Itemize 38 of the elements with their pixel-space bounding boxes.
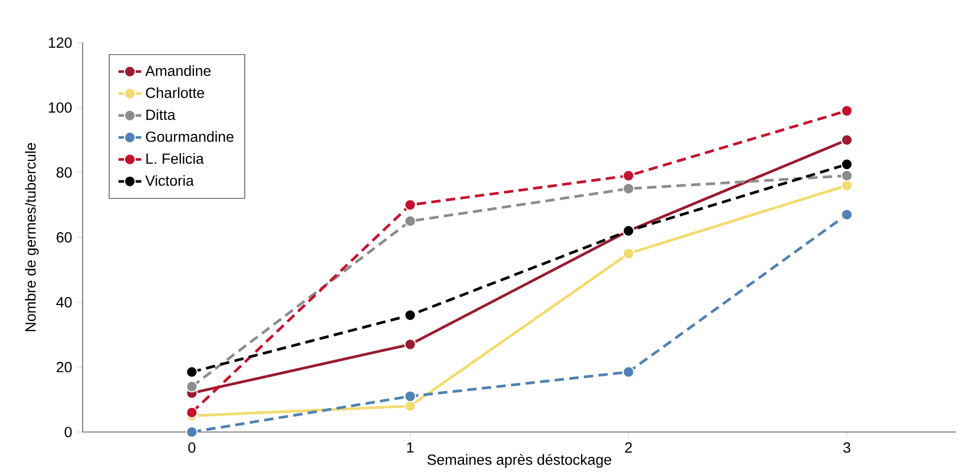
x-tick-label: 2 bbox=[625, 442, 632, 453]
point bbox=[622, 366, 634, 378]
point bbox=[186, 366, 198, 378]
y-tick-label: 20 bbox=[56, 362, 72, 372]
point bbox=[840, 134, 853, 146]
legend-label: Ditta bbox=[146, 109, 176, 120]
point bbox=[404, 400, 416, 412]
legend-label: Charlotte bbox=[146, 87, 204, 98]
legend-label: Victoria bbox=[145, 174, 194, 186]
point bbox=[186, 426, 198, 438]
y-tick-label: 120 bbox=[48, 37, 72, 48]
point bbox=[622, 248, 634, 260]
y-tick-label: 80 bbox=[56, 167, 72, 178]
y-tick-label: 100 bbox=[48, 102, 72, 113]
legend-label: Amandine bbox=[145, 65, 211, 76]
x-axis-title: Semaines après déstockage bbox=[427, 454, 612, 468]
x-tick-label: 0 bbox=[188, 442, 196, 453]
point bbox=[404, 390, 416, 402]
point bbox=[840, 208, 853, 220]
point bbox=[840, 158, 853, 170]
legend-label: Gourmandine bbox=[146, 131, 234, 142]
y-tick-label: 0 bbox=[64, 426, 72, 438]
point bbox=[622, 170, 634, 182]
point bbox=[404, 215, 416, 227]
point bbox=[840, 170, 853, 182]
point bbox=[622, 182, 634, 194]
x-tick-label: 3 bbox=[843, 442, 850, 453]
y-tick-label: 60 bbox=[56, 232, 72, 242]
point bbox=[186, 406, 198, 418]
legend-label: L. Felicia bbox=[146, 153, 204, 164]
point bbox=[404, 309, 416, 321]
point bbox=[404, 338, 416, 350]
point bbox=[404, 198, 416, 211]
y-tick-label: 40 bbox=[56, 296, 72, 308]
point bbox=[186, 380, 198, 392]
y-axis-title: Nombre de germes/tubercule bbox=[24, 142, 39, 331]
x-tick-label: 1 bbox=[407, 442, 414, 452]
point bbox=[840, 104, 853, 117]
